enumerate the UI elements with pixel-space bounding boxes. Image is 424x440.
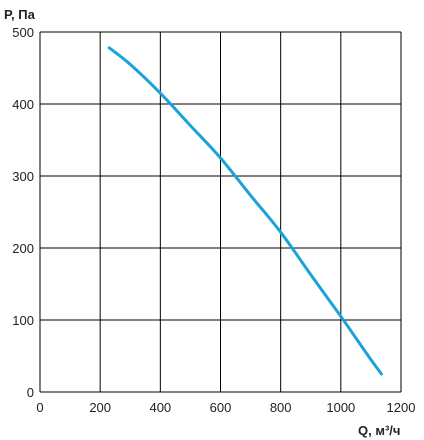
- x-tick-label: 600: [210, 400, 232, 415]
- y-tick-label: 0: [27, 385, 34, 400]
- y-axis-label: P, Па: [4, 7, 36, 22]
- y-tick-label: 200: [12, 241, 34, 256]
- x-tick-label: 800: [270, 400, 292, 415]
- y-tick-label: 300: [12, 169, 34, 184]
- y-tick-label: 100: [12, 313, 34, 328]
- x-tick-label: 1200: [387, 400, 416, 415]
- x-tick-label: 1000: [326, 400, 355, 415]
- x-tick-label: 400: [149, 400, 171, 415]
- chart-grid: [39, 31, 402, 393]
- x-axis-label: Q, м³/ч: [358, 423, 400, 438]
- series-line: [107, 46, 383, 376]
- x-axis-ticks: 0 200 400 600 800 1000 1200: [36, 400, 415, 415]
- x-tick-label: 200: [89, 400, 111, 415]
- y-tick-label: 500: [12, 25, 34, 40]
- y-axis-ticks: 0 100 200 300 400 500: [12, 25, 34, 400]
- x-tick-label: 0: [36, 400, 43, 415]
- y-tick-label: 400: [12, 97, 34, 112]
